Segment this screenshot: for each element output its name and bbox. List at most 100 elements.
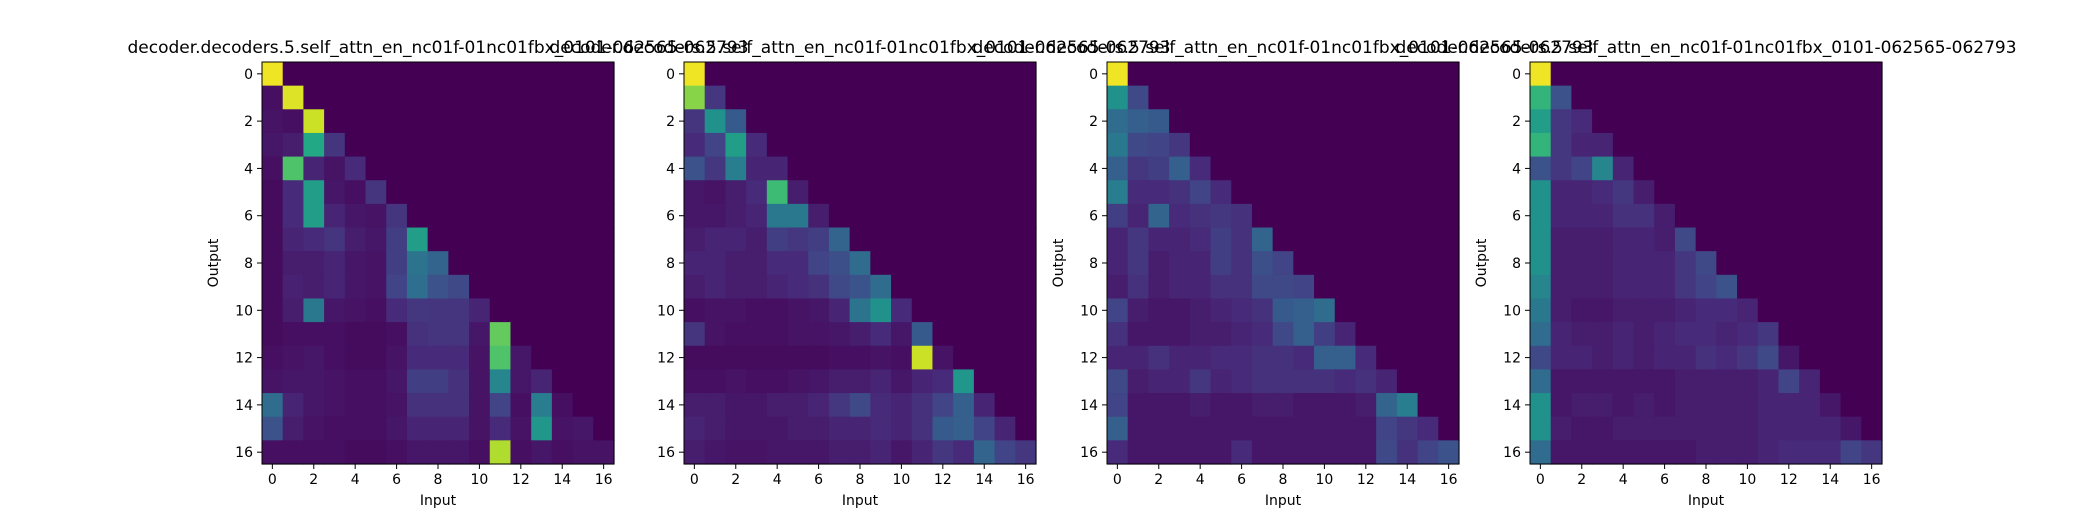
heatmap-cell (1334, 369, 1357, 394)
heatmap-cell (849, 62, 871, 87)
y-tick-label: 8 (1089, 256, 1098, 272)
x-tick-label: 4 (1196, 472, 1205, 488)
heatmap-cell (510, 274, 532, 300)
heatmap-cell (1550, 85, 1573, 110)
heatmap-cell (1293, 109, 1315, 134)
heatmap-cell (1314, 109, 1336, 134)
heatmap-cell (808, 369, 830, 394)
heatmap-cell (1417, 393, 1439, 418)
heatmap-cell (1417, 203, 1439, 229)
heatmap-cell (282, 345, 305, 371)
heatmap-cell (1633, 85, 1655, 110)
heatmap-cell (469, 85, 491, 110)
y-tick-label: 0 (1512, 67, 1521, 83)
heatmap-cell (1612, 369, 1635, 394)
heatmap-cell (1148, 62, 1170, 87)
heatmap-cell (324, 109, 346, 134)
heatmap-cell (1612, 180, 1635, 205)
heatmap-cell (510, 132, 532, 158)
heatmap-cell (1334, 322, 1357, 347)
heatmap-cell (1396, 440, 1419, 465)
heatmap-cell (572, 322, 594, 347)
heatmap-cell (593, 227, 615, 252)
heatmap-cell (531, 322, 553, 347)
heatmap-cell (725, 85, 747, 110)
heatmap-cell (1799, 62, 1821, 87)
heatmap-cell (704, 298, 727, 323)
heatmap-cell (531, 85, 553, 110)
heatmap-cell (1861, 85, 1883, 110)
heatmap-cell (1314, 227, 1336, 252)
heatmap-cell (1293, 180, 1315, 205)
heatmap-cell (1757, 274, 1780, 300)
heatmap-cell (1778, 85, 1800, 110)
heatmap-cell (1251, 180, 1274, 205)
heatmap-cell (1417, 416, 1439, 441)
y-tick-label: 6 (1089, 209, 1098, 225)
heatmap-cell (1210, 369, 1232, 394)
heatmap-cell (1272, 345, 1294, 371)
heatmap-cell (1695, 298, 1717, 323)
heatmap-cell (1189, 322, 1212, 347)
heatmap-cell (1396, 322, 1419, 347)
heatmap-cell (849, 274, 871, 300)
y-axis-ticks: 0 2 4 6 8 10 12 14 16 (1503, 67, 1530, 461)
heatmap-cell (1127, 274, 1150, 300)
heatmap-cell (1107, 203, 1129, 229)
heatmap-cell (1530, 251, 1552, 276)
heatmap-cell (1799, 227, 1821, 252)
heatmap-cell (1737, 345, 1759, 371)
heatmap-cell (766, 62, 789, 87)
heatmap-cell (1592, 440, 1614, 465)
heatmap-cell (489, 62, 512, 87)
heatmap-cell (1633, 62, 1655, 87)
heatmap-cell (427, 251, 449, 276)
heatmap-cell (1757, 251, 1780, 276)
heatmap-cell (1840, 345, 1862, 371)
heatmap-cell (704, 393, 727, 418)
heatmap-cell (1107, 62, 1129, 87)
heatmap-cell (1189, 345, 1212, 371)
heatmap-cell (489, 156, 512, 181)
heatmap-cell (1293, 322, 1315, 347)
heatmap-cell (953, 132, 975, 158)
heatmap-cell (1376, 227, 1398, 252)
heatmap-cell (1272, 156, 1294, 181)
heatmap-cell (1819, 203, 1842, 229)
x-tick-label: 12 (512, 472, 530, 488)
heatmap-cell (344, 109, 367, 134)
heatmap-cell (1251, 62, 1274, 87)
heatmap-cell (386, 298, 408, 323)
heatmap-cell (1376, 251, 1398, 276)
heatmap-cell (1716, 369, 1738, 394)
heatmap-cell (891, 85, 913, 110)
heatmap-cell (994, 132, 1016, 158)
heatmap-cell (469, 298, 491, 323)
heatmap-cell (1376, 393, 1398, 418)
heatmap-cell (448, 345, 470, 371)
heatmap-cell (1334, 416, 1357, 441)
heatmap-cell (953, 156, 975, 181)
heatmap-cell (489, 132, 512, 158)
heatmap-cell (973, 322, 996, 347)
heatmap-cell (1272, 393, 1294, 418)
heatmap-cell (1251, 345, 1274, 371)
heatmap-cell (766, 440, 789, 465)
heatmap-cell (1272, 203, 1294, 229)
heatmap-cell (324, 298, 346, 323)
heatmap-cell (1272, 298, 1294, 323)
x-tick-label: 2 (1577, 472, 1586, 488)
heatmap-cell (1674, 298, 1697, 323)
heatmap-cell (1778, 416, 1800, 441)
heatmap-cell (1695, 416, 1717, 441)
heatmap-cell (1314, 203, 1336, 229)
heatmap-cell (551, 274, 574, 300)
heatmap-cell (1695, 156, 1717, 181)
heatmap-cell (593, 156, 615, 181)
heatmap-cell (1210, 180, 1232, 205)
y-tick-label: 14 (657, 398, 675, 414)
heatmap-cell (1210, 274, 1232, 300)
heatmap-cell (365, 227, 387, 252)
heatmap-cell (427, 132, 449, 158)
